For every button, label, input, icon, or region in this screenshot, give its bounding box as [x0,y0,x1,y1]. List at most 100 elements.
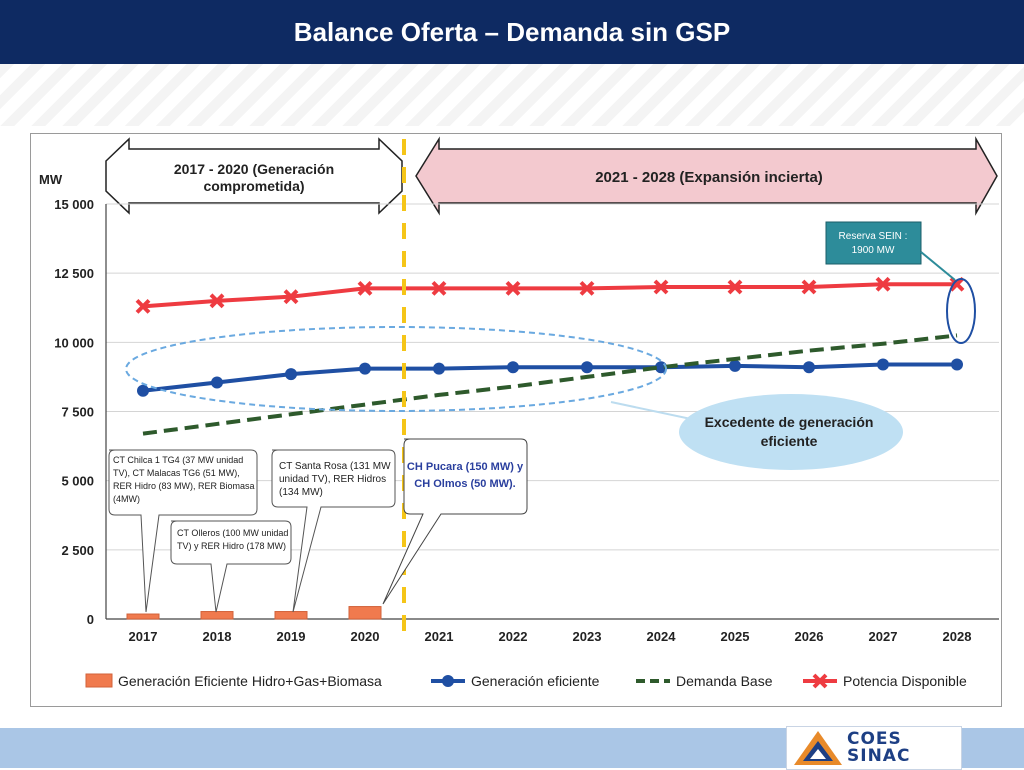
y-tick-label: 2 500 [61,543,94,558]
point-potencia-disponible [801,279,817,295]
legend-item: Generación eficiente [431,673,600,689]
point-generacion-eficiente [211,376,223,389]
x-tick-label: 2019 [277,629,306,644]
project-box-2018-text: CT Olleros (100 MW unidad TV) y RER Hidro… [177,528,288,551]
legend-label: Demanda Base [676,673,773,689]
period-label-2017-2020-line1: 2017 - 2020 (Generación [174,161,334,177]
line-demanda-base [142,333,958,436]
x-tick-label: 2021 [425,629,454,644]
bar-generacion-hidro-gas-biomasa [126,613,160,620]
excedente-label-line1: Excedente de generación [705,414,874,430]
x-tick-label: 2022 [499,629,528,644]
project-box-2018 [170,520,292,613]
x-tick-label: 2028 [943,629,972,644]
excedente-ellipse [125,326,667,412]
period-arrow-2017-2020 [105,137,403,215]
reserva-connector [920,251,956,281]
point-potencia-disponible [431,280,447,296]
legend-item: Generación Eficiente Hidro+Gas+Biomasa [85,673,382,689]
bar-generacion-hidro-gas-biomasa [348,606,382,620]
project-box-2017-text: CT Chilca 1 TG4 (37 MW unidad TV), CT Mal… [113,455,255,504]
project-box-line: TV), CT Malacas TG6 (51 MW), [113,468,240,478]
x-tick-label: 2018 [203,629,232,644]
excedente-label-line2: eficiente [761,433,818,449]
point-potencia-disponible [283,289,299,305]
project-box-2017 [108,449,258,613]
project-box-line: RER Hidro (83 MW), RER Biomasa [113,481,255,491]
chart-frame: 2017 - 2020 (Generación comprometida) 20… [30,133,1002,707]
coes-logo-line1: COES [847,729,902,749]
excedente-connector [610,401,692,420]
project-box-line: unidad TV), RER Hidros [279,474,386,485]
project-box-line: CT Chilca 1 TG4 (37 MW unidad [113,455,243,465]
point-generacion-eficiente [803,361,815,374]
x-tick-label: 2020 [351,629,380,644]
point-generacion-eficiente [359,362,371,375]
x-tick-label: 2025 [721,629,750,644]
period-label-2017-2020-line2: comprometida) [203,178,304,194]
point-potencia-disponible [579,280,595,296]
point-potencia-disponible [135,298,151,314]
legend-label: Generación Eficiente Hidro+Gas+Biomasa [118,673,382,689]
legend-item: Potencia Disponible [803,673,967,689]
project-box-line: TV) y RER Hidro (178 MW) [177,541,286,551]
bar-generacion-hidro-gas-biomasa [274,611,308,620]
point-generacion-eficiente [137,384,149,397]
project-box-line: CH Olmos (50 MW). [414,478,515,490]
bar-generacion-hidro-gas-biomasa [200,611,234,620]
point-generacion-eficiente [507,361,519,374]
project-box-2019-text: CT Santa Rosa (131 MW unidad TV), RER Hid… [279,461,391,498]
watermark-pattern [0,64,1024,126]
x-tick-label: 2024 [647,629,677,644]
period-arrow-2021-2028 [415,136,998,216]
y-tick-label: 15 000 [54,197,94,212]
project-box-line: (4MW) [113,494,140,504]
y-tick-label: 10 000 [54,335,94,350]
y-axis-label: MW [39,172,63,187]
x-tick-label: 2026 [795,629,824,644]
project-box-line: (134 MW) [279,487,323,498]
point-potencia-disponible [653,279,669,295]
legend-label: Potencia Disponible [843,673,967,689]
point-potencia-disponible [949,276,965,292]
project-box-line: CT Olleros (100 MW unidad [177,528,288,538]
point-generacion-eficiente [433,362,445,375]
point-generacion-eficiente [951,358,963,371]
point-potencia-disponible [357,280,373,296]
y-tick-label: 0 [87,612,94,627]
line-potencia-disponible [142,282,957,309]
coes-logo: COES SINAC [786,726,962,770]
point-potencia-disponible [505,280,521,296]
point-generacion-eficiente [877,358,889,371]
x-tick-label: 2027 [869,629,898,644]
reserva-label-line1: Reserva SEIN : [839,231,908,242]
point-generacion-eficiente [729,359,741,372]
y-tick-label: 5 000 [61,474,94,489]
excedente-callout [679,394,903,470]
reserva-label-line2: 1900 MW [852,245,895,256]
reserva-callout [825,221,922,265]
point-generacion-eficiente [285,368,297,381]
point-generacion-eficiente [581,361,593,374]
project-box-line: CH Pucara (150 MW) y [407,461,524,473]
point-potencia-disponible [875,276,891,292]
coes-logo-text: COES SINAC [847,731,957,765]
coes-logo-line2: SINAC [847,746,911,766]
y-tick-label: 12 500 [54,266,94,281]
coes-logo-mark [794,731,842,765]
project-box-2019 [271,449,396,613]
reserva-ellipse [946,278,976,344]
project-box-line: CT Santa Rosa (131 MW [279,461,391,472]
legend-item: Demanda Base [636,673,773,689]
point-potencia-disponible [727,279,743,295]
line-generacion-eficiente [142,362,957,393]
project-box-2020-text: CH Pucara (150 MW) y CH Olmos (50 MW). [407,461,524,490]
x-tick-label: 2017 [129,629,158,644]
slide-title-text: Balance Oferta – Demanda sin GSP [293,16,731,47]
y-tick-label: 7 500 [61,405,94,420]
slide-title: Balance Oferta – Demanda sin GSP [0,0,1024,64]
point-potencia-disponible [209,293,225,309]
period-label-2021-2028: 2021 - 2028 (Expansión incierta) [595,169,823,186]
x-tick-label: 2023 [573,629,602,644]
legend-label: Generación eficiente [471,673,600,689]
